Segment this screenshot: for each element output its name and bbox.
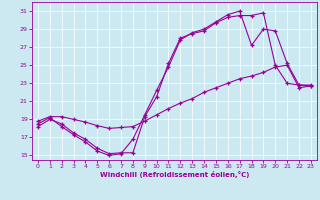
X-axis label: Windchill (Refroidissement éolien,°C): Windchill (Refroidissement éolien,°C) (100, 171, 249, 178)
